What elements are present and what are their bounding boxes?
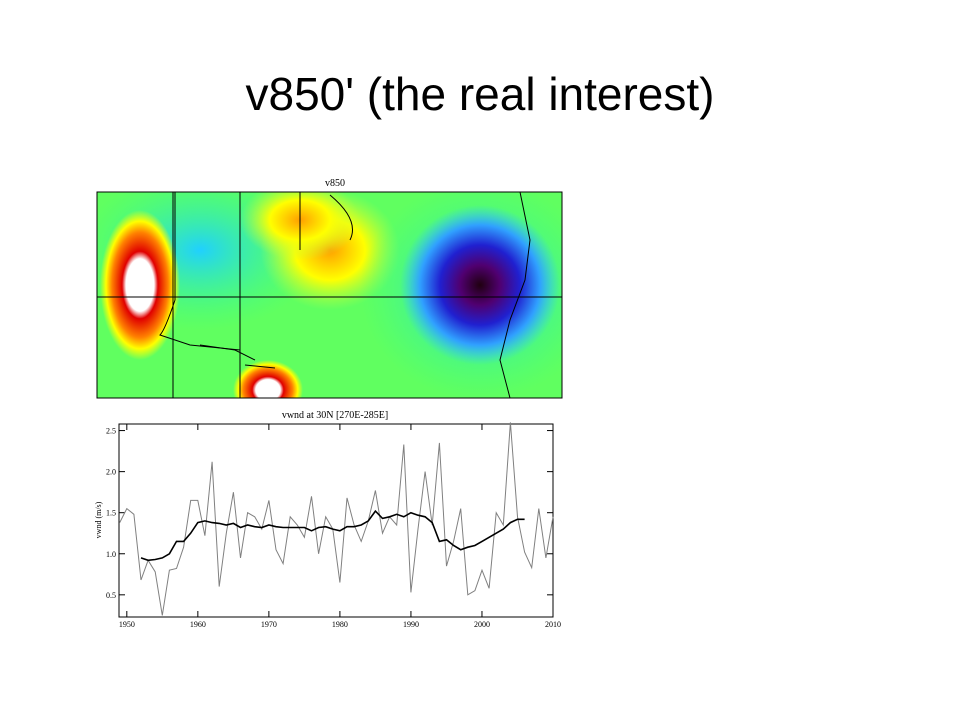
series-line: [140, 509, 525, 562]
plot-frame: [118, 423, 554, 618]
line-chart: vwnd at 30N [270E-285E] vwnd (m/s) 0.5 1.…: [94, 410, 561, 629]
y-tick-label: 1.0: [106, 550, 116, 559]
y-tick-label: 2.5: [106, 427, 116, 436]
series-line: [119, 422, 554, 616]
map-title: v850: [325, 178, 345, 189]
x-tick-label: 1970: [261, 620, 277, 629]
y-tick-label: 1.5: [106, 509, 116, 518]
slide-title: v850' (the real interest): [245, 68, 714, 120]
y-tick-label: 0.5: [106, 591, 116, 600]
x-tick-label: 1990: [403, 620, 419, 629]
y-tick-label: 2.0: [106, 468, 116, 477]
x-tick-label: 1950: [119, 620, 135, 629]
map: v850: [96, 178, 563, 399]
x-tick-label: 2000: [474, 620, 490, 629]
x-tick-label: 1960: [190, 620, 206, 629]
x-tick-label: 1980: [332, 620, 348, 629]
y-axis-label: vwnd (m/s): [94, 501, 103, 538]
x-tick-label: 2010: [545, 620, 561, 629]
chart-title: vwnd at 30N [270E-285E]: [282, 410, 388, 421]
